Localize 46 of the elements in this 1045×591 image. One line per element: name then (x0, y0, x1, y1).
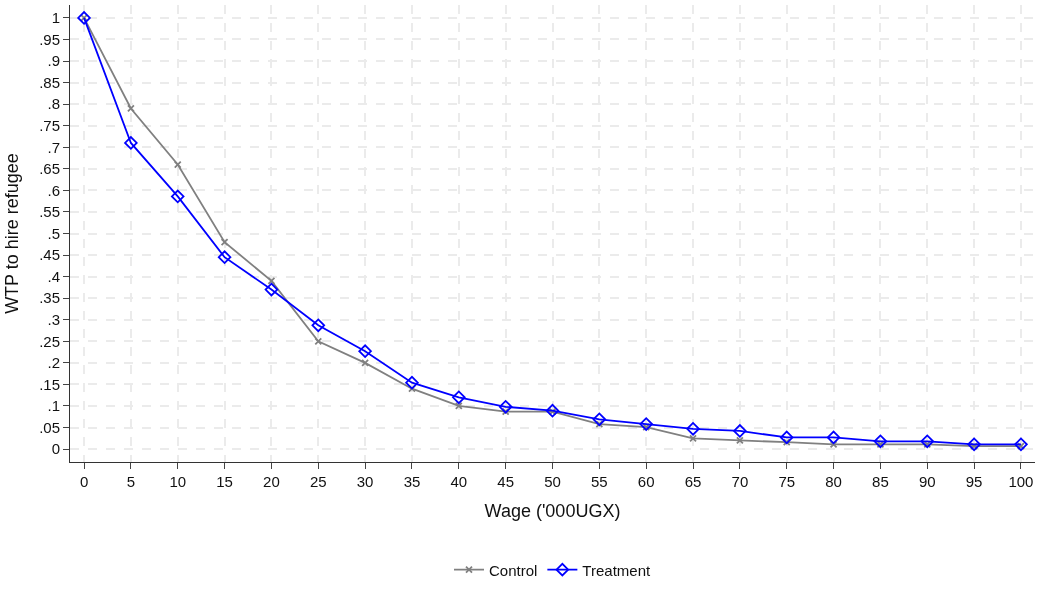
y-tick-label: .3 (47, 310, 60, 328)
y-tick-label: .35 (39, 289, 60, 307)
x-tick-label: 100 (1008, 473, 1034, 490)
x-tick-label: 65 (684, 473, 702, 490)
x-tick-label: 70 (731, 473, 749, 490)
x-tick-label: 5 (126, 473, 136, 490)
y-tick-label: .1 (47, 397, 60, 415)
x-tick-label: 80 (825, 473, 842, 490)
y-tick-label: .95 (39, 30, 60, 48)
x-tick-label: 25 (309, 473, 327, 490)
y-tick-label: .65 (39, 160, 60, 178)
y-tick-label: .85 (39, 73, 60, 91)
x-tick-label: 95 (965, 473, 983, 490)
x-tick-label: 55 (591, 473, 608, 490)
y-tick-label: .15 (39, 375, 60, 393)
x-tick-label: 45 (497, 473, 514, 490)
x-tick-label: 85 (872, 473, 889, 490)
x-tick-label: 30 (356, 473, 374, 490)
x-tick-label: 40 (450, 473, 468, 490)
y-tick-label: .55 (39, 203, 60, 221)
y-tick-label: 0 (51, 440, 60, 458)
x-tick-label: 10 (169, 473, 187, 490)
x-tick-label: 90 (918, 473, 936, 490)
x-tick-label: 60 (637, 473, 655, 490)
y-tick-label: .45 (39, 246, 60, 264)
x-tick-label: 0 (79, 473, 89, 490)
y-tick-label: .75 (39, 116, 60, 134)
y-tick-label: .8 (47, 95, 60, 113)
x-tick-label: 50 (544, 473, 561, 490)
y-axis-title: WTP to hire refugee (2, 153, 23, 314)
y-tick-label: .4 (47, 267, 60, 285)
y-tick-label: .9 (47, 52, 60, 70)
y-tick-label: 1 (51, 9, 60, 27)
y-tick-label: .05 (39, 418, 60, 436)
x-tick-label: 20 (263, 473, 280, 490)
y-tick-label: .6 (47, 181, 60, 199)
legend-label: Treatment (582, 561, 651, 579)
x-axis-title: Wage ('000UGX) (484, 501, 621, 522)
y-tick-label: .7 (47, 138, 60, 156)
legend-label: Control (489, 561, 538, 579)
y-tick-label: .5 (47, 224, 60, 242)
x-tick-label: 75 (778, 473, 796, 490)
y-tick-label: .2 (47, 354, 60, 372)
x-tick-label: 35 (403, 473, 421, 490)
x-tick-label: 15 (216, 473, 233, 490)
y-tick-label: .25 (39, 332, 60, 350)
